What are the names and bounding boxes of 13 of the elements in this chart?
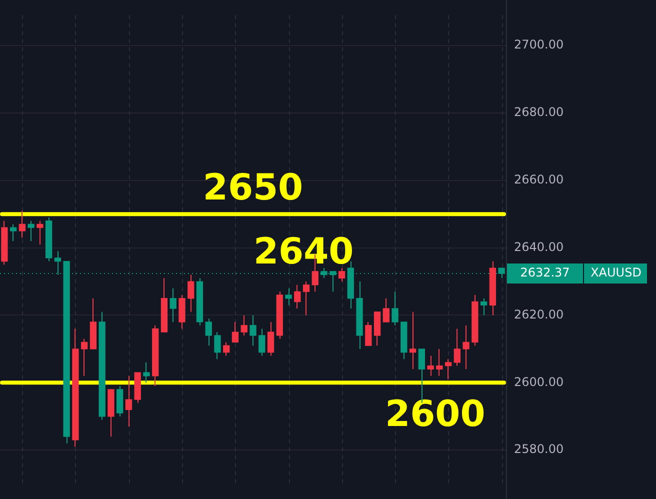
annotation: 2640 [254, 232, 354, 273]
ref-line-label: 2600 [385, 394, 486, 436]
y-tick-label: 2660.00 [514, 172, 564, 187]
y-tick-label: 2600.00 [514, 374, 564, 389]
y-tick-label: 2620.00 [514, 307, 564, 322]
y-tick-label: 2580.00 [514, 442, 564, 456]
text: XAUUSD [590, 266, 642, 280]
candlestick [409, 312, 416, 370]
y-tick-label: 2640.00 [514, 240, 564, 254]
y-tick-label: 2700.00 [514, 38, 564, 52]
y-tick-label: 2680.00 [514, 105, 564, 120]
ref-line-label: 2650 [202, 167, 304, 208]
ref-line-label: 2632.37 [520, 266, 570, 280]
